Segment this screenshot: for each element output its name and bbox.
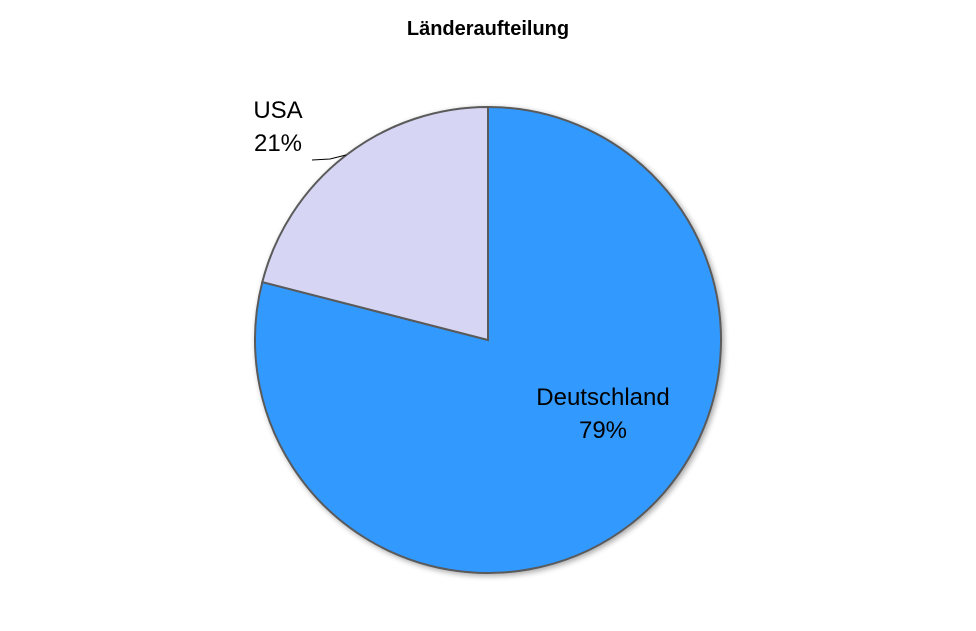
data-label-percent: 21%: [254, 130, 302, 157]
data-label-name: Deutschland: [536, 384, 669, 411]
data-label-percent: 79%: [579, 417, 627, 444]
chart-title: Länderaufteilung: [406, 18, 570, 40]
data-label-name: USA: [253, 97, 302, 124]
pie-slice-usa: [261, 105, 489, 342]
leader-line-usa: [311, 154, 347, 161]
